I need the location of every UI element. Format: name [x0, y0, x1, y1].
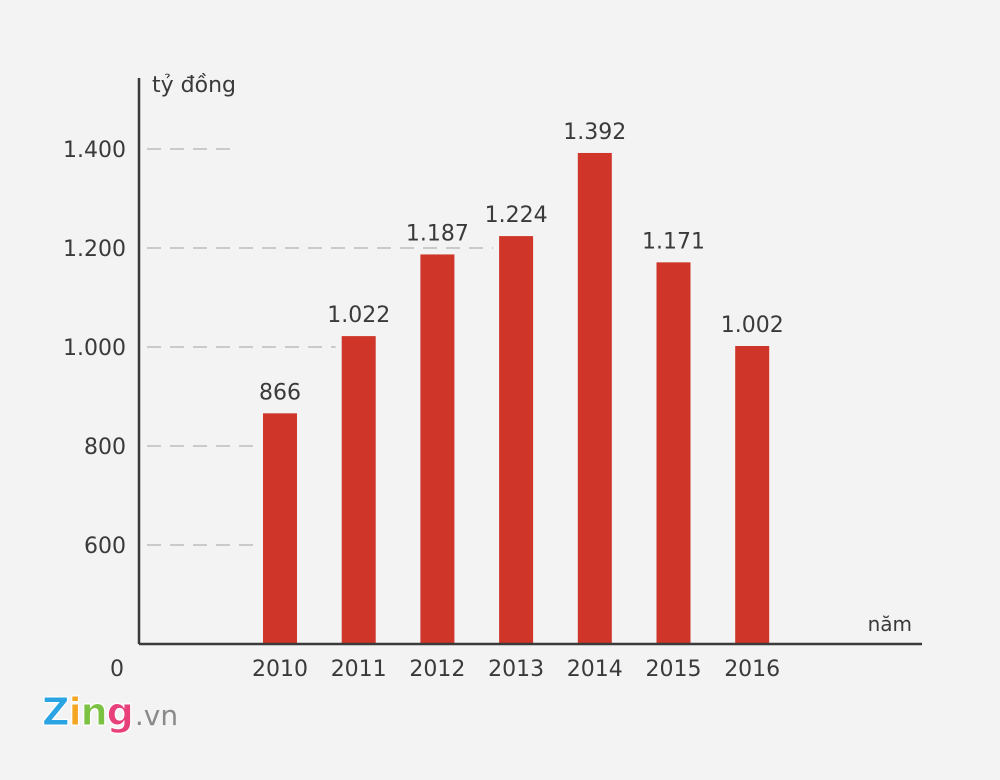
zing-logo: Zing .vn: [42, 690, 179, 736]
logo-letter: n: [80, 690, 108, 735]
x-axis-unit-label: năm: [868, 612, 912, 636]
x-tick-label: 2013: [488, 657, 544, 682]
logo-letter: g: [106, 690, 134, 735]
logo-letter: Z: [42, 690, 71, 735]
x-tick-label: 2011: [331, 657, 387, 682]
y-tick-label: 600: [84, 534, 126, 559]
bar-value-label: 866: [259, 380, 301, 405]
x-tick-label: 2010: [252, 657, 308, 682]
bar-layer: [263, 152, 770, 644]
bar-value-label: 1.002: [721, 313, 784, 338]
label-layer: 600 800 1.000 1.200 1.400 866 2010 1.022 2011 1.1…: [63, 120, 784, 682]
bar-value-label: 1.187: [406, 221, 469, 246]
bar-value-label: 1.392: [563, 120, 626, 145]
x-tick-label: 2016: [724, 657, 780, 682]
zing-logo-suffix: .vn: [134, 699, 179, 732]
zing-logo-mark: Zing: [42, 690, 135, 735]
bar-2012: [420, 254, 455, 644]
bar-value-label: 1.022: [327, 303, 390, 328]
x-tick-label: 2015: [646, 657, 702, 682]
bar-2016: [735, 346, 770, 644]
zero-label: 0: [110, 657, 124, 682]
logo-letter: i: [68, 690, 82, 735]
grid-layer: [147, 148, 494, 546]
y-tick-label: 800: [84, 435, 126, 460]
bar-2013: [499, 236, 534, 644]
bar-value-label: 1.224: [485, 203, 548, 228]
y-axis-unit-label: tỷ đồng: [152, 73, 236, 98]
x-tick-label: 2012: [409, 657, 465, 682]
bar-2010: [263, 413, 297, 644]
bar-2014: [577, 152, 612, 644]
bar-2015: [656, 262, 691, 644]
y-tick-label: 1.200: [63, 237, 126, 262]
bar-value-label: 1.171: [642, 229, 705, 254]
x-tick-label: 2014: [567, 657, 623, 682]
y-tick-label: 1.400: [63, 138, 126, 163]
bar-2011: [341, 336, 376, 644]
y-tick-label: 1.000: [63, 336, 126, 361]
